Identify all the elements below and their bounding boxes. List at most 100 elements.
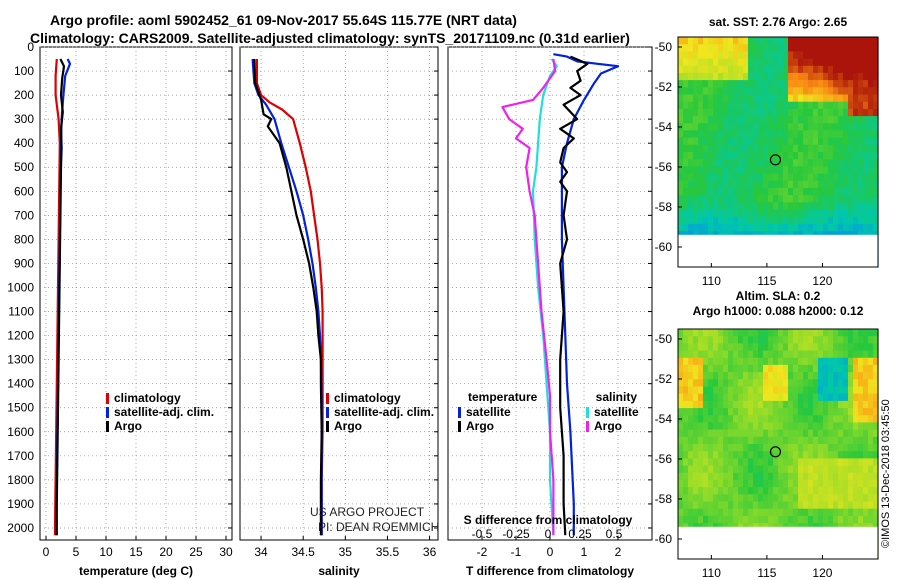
map-cell — [823, 173, 829, 182]
map-cell — [763, 58, 769, 67]
map-cell — [868, 364, 874, 373]
map-cell — [798, 343, 804, 352]
plot-frame-salinity — [239, 46, 439, 541]
map-cell — [798, 159, 804, 167]
map-cell — [798, 37, 804, 45]
map-cell — [848, 515, 854, 524]
map-cell — [788, 101, 794, 110]
map-cell — [753, 465, 759, 474]
map-cell — [678, 444, 684, 452]
map-cell — [728, 336, 734, 344]
map-cell — [848, 415, 854, 424]
map-cell — [688, 195, 694, 203]
map-cell — [748, 94, 754, 103]
map-cell — [833, 216, 839, 225]
map-cell — [778, 343, 784, 352]
map-cell — [858, 357, 864, 366]
map-cell — [678, 501, 684, 510]
map-cell — [698, 372, 704, 380]
map-cell — [793, 372, 799, 380]
map-cell — [738, 37, 744, 45]
map-cell — [813, 123, 819, 132]
map-cell — [823, 58, 829, 67]
map-cell — [863, 152, 869, 160]
map-cell — [723, 80, 729, 88]
legend-swatch — [586, 421, 589, 432]
map-cell — [713, 343, 719, 352]
map-cell — [858, 336, 864, 344]
map-cell — [778, 400, 784, 409]
map-cell — [708, 458, 714, 467]
map-cell — [858, 65, 864, 74]
map-cell — [778, 364, 784, 373]
map-cell — [758, 87, 764, 96]
map-cell — [783, 94, 789, 103]
map-cell — [708, 180, 714, 189]
map-cell — [773, 159, 779, 167]
map-cell — [773, 379, 779, 388]
map-cell — [713, 408, 719, 416]
map-cell — [783, 195, 789, 203]
map-cell — [848, 458, 854, 467]
map-cell — [708, 379, 714, 388]
map-cell — [723, 87, 729, 96]
map-cell — [793, 223, 799, 232]
map-cell — [798, 209, 804, 218]
map-cell — [713, 487, 719, 495]
map-cell — [828, 108, 834, 117]
map-cell — [803, 444, 809, 452]
map-cell — [763, 479, 769, 488]
map-cell — [813, 87, 819, 96]
map-cell — [738, 451, 744, 459]
map-cell — [858, 166, 864, 175]
map-cell — [773, 123, 779, 132]
map-cell — [728, 458, 734, 467]
map-cell — [778, 329, 784, 337]
map-cell — [828, 65, 834, 74]
map-cell — [723, 116, 729, 124]
map-cell — [773, 65, 779, 74]
map-cell — [833, 159, 839, 167]
map-cell — [803, 436, 809, 445]
map-cell — [758, 123, 764, 132]
map-cell — [813, 130, 819, 139]
map-cell — [683, 451, 689, 459]
map-cell — [723, 393, 729, 402]
map-cell — [828, 372, 834, 380]
map-cell — [703, 152, 709, 160]
map-cell — [798, 386, 804, 395]
map-cell — [758, 58, 764, 67]
map-cell — [803, 379, 809, 388]
map-cell — [753, 350, 759, 359]
map-cell — [688, 329, 694, 337]
map-cell — [738, 501, 744, 510]
map-cell — [778, 159, 784, 167]
x-tick-label: 30 — [219, 545, 233, 559]
map-cell — [753, 429, 759, 438]
map-cell — [758, 364, 764, 373]
map-cell — [873, 152, 879, 160]
map-cell — [828, 487, 834, 495]
map-cell — [693, 116, 699, 124]
map-cell — [688, 209, 694, 218]
map-cell — [688, 422, 694, 431]
map-cell — [848, 72, 854, 81]
map-cell — [693, 209, 699, 218]
map-cell — [703, 144, 709, 153]
map-cell — [713, 166, 719, 175]
map-cell — [813, 400, 819, 409]
map-cell — [698, 451, 704, 459]
map-cell — [683, 408, 689, 416]
map-cell — [808, 429, 814, 438]
map-cell — [838, 209, 844, 218]
map-cell — [773, 166, 779, 175]
map-cell — [833, 130, 839, 139]
map-cell — [768, 501, 774, 510]
map-cell — [708, 508, 714, 517]
map-cell — [678, 343, 684, 352]
map-cell — [838, 501, 844, 510]
map-cell — [763, 130, 769, 139]
map-cell — [823, 329, 829, 337]
map-cell — [728, 436, 734, 445]
map-cell — [833, 44, 839, 52]
